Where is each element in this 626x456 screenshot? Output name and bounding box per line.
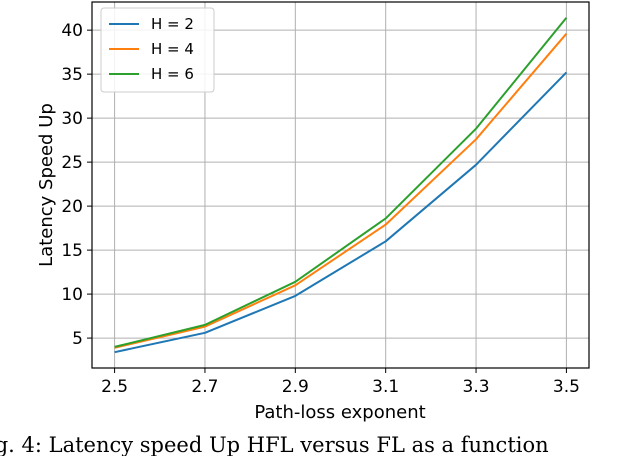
- legend-label-h2: H = 2: [151, 15, 194, 33]
- legend-box: [100, 7, 215, 93]
- x-axis-label: Path-loss exponent: [254, 402, 425, 423]
- y-axis-label: Latency Speed Up: [36, 103, 57, 267]
- legend: H = 2 H = 4 H = 6: [100, 7, 215, 93]
- x-tick-label: 3.3: [463, 377, 490, 397]
- y-tick-label: 20: [61, 197, 83, 217]
- y-tick-label: 5: [72, 329, 83, 349]
- series-line-h4: [114, 33, 568, 349]
- grid: [92, 2, 589, 368]
- series-lines: [114, 17, 568, 354]
- y-tick-label: 15: [61, 241, 83, 261]
- series-line-h2: [114, 71, 568, 354]
- y-tick-label: 35: [61, 65, 83, 85]
- figure-caption: ig. 4: Latency speed Up HFL versus FL as…: [0, 433, 549, 456]
- x-tick-label: 2.7: [191, 377, 218, 397]
- x-tick-label: 2.5: [101, 377, 128, 397]
- y-tick-label: 40: [61, 21, 83, 41]
- x-tick-label: 3.5: [553, 377, 580, 397]
- y-tick-label: 30: [61, 109, 83, 129]
- series-line-h6: [114, 17, 568, 348]
- legend-label-h4: H = 4: [151, 40, 194, 58]
- x-tick-label: 3.1: [372, 377, 399, 397]
- legend-label-h6: H = 6: [151, 65, 194, 83]
- x-tick-label: 2.9: [282, 377, 309, 397]
- y-tick-label: 25: [61, 153, 83, 173]
- y-tick-label: 10: [61, 285, 83, 305]
- axis-ticks: 2.5 2.7 2.9 3.1 3.3 3.5 5 10 15 20 25 30 35 40: [61, 21, 580, 397]
- plot-frame: [91, 1, 590, 369]
